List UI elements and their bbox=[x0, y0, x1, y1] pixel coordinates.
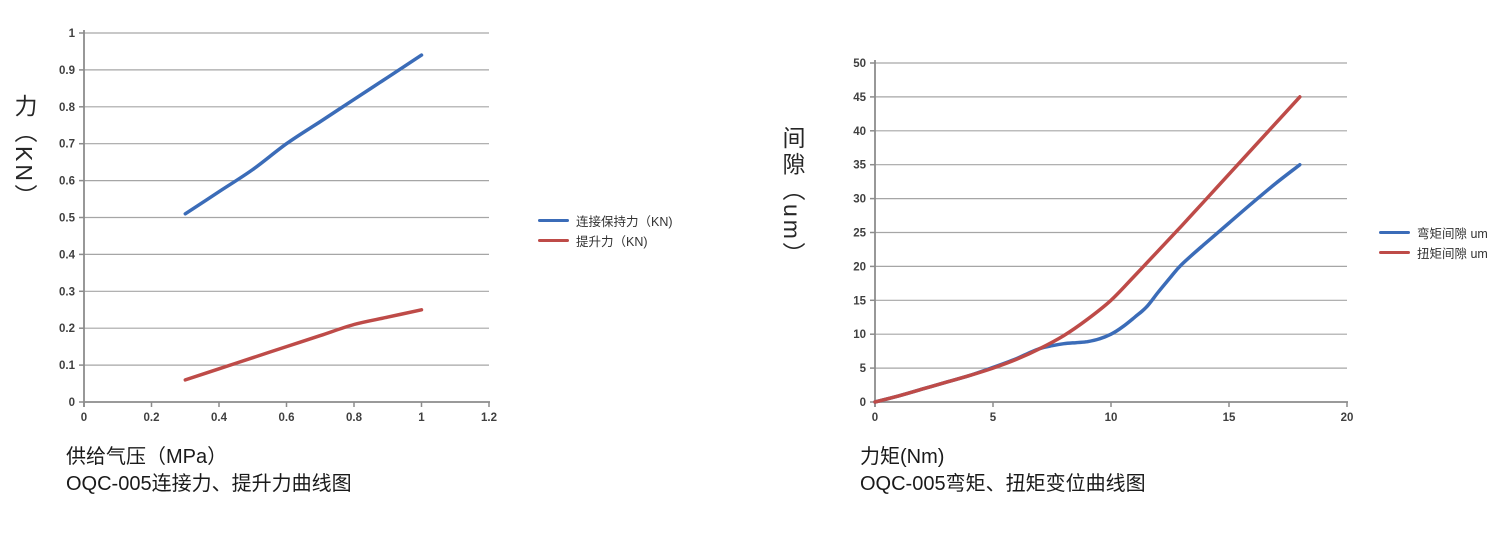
legend-label: 弯矩间隙 um bbox=[1417, 226, 1488, 241]
series-line-1 bbox=[183, 308, 424, 382]
legend-item: 提升力（KN) bbox=[538, 230, 673, 250]
y-tick-label: 20 bbox=[853, 261, 866, 273]
x-tick-label: 15 bbox=[1223, 412, 1236, 424]
y-tick-label: 25 bbox=[853, 228, 866, 240]
y-tick-label: 0.6 bbox=[59, 176, 75, 188]
y-tick-label: 0.5 bbox=[59, 213, 76, 225]
y-tick-label: 0.8 bbox=[59, 102, 76, 114]
x-tick-label: 0 bbox=[872, 412, 878, 424]
y-tick-label: 0.1 bbox=[59, 360, 76, 372]
y-tick-label: 35 bbox=[853, 160, 866, 172]
y-axis-label: 间隙（um） bbox=[779, 126, 805, 268]
y-tick-label: 0 bbox=[69, 397, 75, 409]
y-tick-label: 40 bbox=[853, 126, 866, 138]
chart-canvas: 0 0.1 0.2 0.3 0.4 0.5 0.6 0.7 0.8 0.9 1 0 0.2 0.4 0.6 0… bbox=[59, 28, 497, 424]
y-tick-label: 10 bbox=[853, 329, 866, 341]
y-tick-label: 30 bbox=[853, 194, 866, 206]
legend-line-swatch bbox=[538, 218, 569, 222]
chart-title: OQC-005弯矩、扭矩变位曲线图 bbox=[860, 473, 1146, 495]
x-tick-label: 1.2 bbox=[481, 412, 497, 424]
x-tick-label: 5 bbox=[990, 412, 997, 424]
legend-item: 弯矩间隙 um bbox=[1379, 222, 1488, 242]
y-tick-label: 1 bbox=[69, 28, 76, 40]
left-chart-force-curves: 力（KN） 0 0.1 0.2 0.3 0.4 0.5 0.6 0.7 0.8 0.9 1 0 0.2 0… bbox=[11, 28, 673, 495]
y-tick-label: 0.2 bbox=[59, 323, 75, 335]
legend-line-swatch bbox=[1379, 230, 1410, 234]
y-tick-label: 5 bbox=[860, 363, 867, 375]
y-tick-label: 0.9 bbox=[59, 65, 75, 77]
series-line-1 bbox=[873, 95, 1302, 404]
series-line-0 bbox=[873, 162, 1302, 404]
x-axis-title: 力矩(Nm) bbox=[860, 446, 945, 468]
right-chart-torque-curves: 间隙（um） 0 5 10 15 20 25 30 35 40 45 50 0 5 10 15 20 力矩(N… bbox=[750, 0, 1500, 547]
x-tick-label: 0.6 bbox=[279, 412, 295, 424]
series-line-0 bbox=[183, 53, 424, 216]
chart-title: OQC-005连接力、提升力曲线图 bbox=[66, 473, 352, 495]
x-tick-label: 0.2 bbox=[144, 412, 160, 424]
x-tick-label: 0.8 bbox=[346, 412, 363, 424]
x-axis-title: 供给气压（MPa） bbox=[66, 446, 228, 468]
chart-canvas: 0 5 10 15 20 25 30 35 40 45 50 0 5 10 15 20 bbox=[853, 58, 1354, 424]
y-tick-label: 0.3 bbox=[59, 286, 75, 298]
legend-label: 扭矩间隙 um bbox=[1417, 246, 1488, 261]
y-axis-label: 力（KN） bbox=[11, 94, 37, 210]
x-tick-label: 10 bbox=[1105, 412, 1118, 424]
legend-label: 提升力（KN) bbox=[576, 234, 648, 249]
legend-label: 连接保持力（KN) bbox=[576, 214, 673, 229]
x-tick-label: 20 bbox=[1341, 412, 1354, 424]
legend-line-swatch bbox=[538, 238, 569, 242]
y-tick-label: 0.4 bbox=[59, 249, 76, 261]
y-tick-label: 50 bbox=[853, 58, 866, 70]
y-tick-label: 15 bbox=[853, 295, 866, 307]
y-tick-label: 0.7 bbox=[59, 139, 75, 151]
x-tick-label: 0.4 bbox=[211, 412, 228, 424]
legend-item: 扭矩间隙 um bbox=[1379, 242, 1488, 262]
x-tick-label: 0 bbox=[81, 412, 87, 424]
legend-item: 连接保持力（KN) bbox=[538, 210, 673, 230]
y-tick-label: 45 bbox=[853, 92, 866, 104]
y-tick-label: 0 bbox=[860, 397, 866, 409]
legend-line-swatch bbox=[1379, 250, 1410, 254]
legend: 连接保持力（KN) 提升力（KN) bbox=[538, 210, 673, 250]
x-tick-label: 1 bbox=[418, 412, 425, 424]
legend: 弯矩间隙 um 扭矩间隙 um bbox=[1379, 222, 1488, 262]
